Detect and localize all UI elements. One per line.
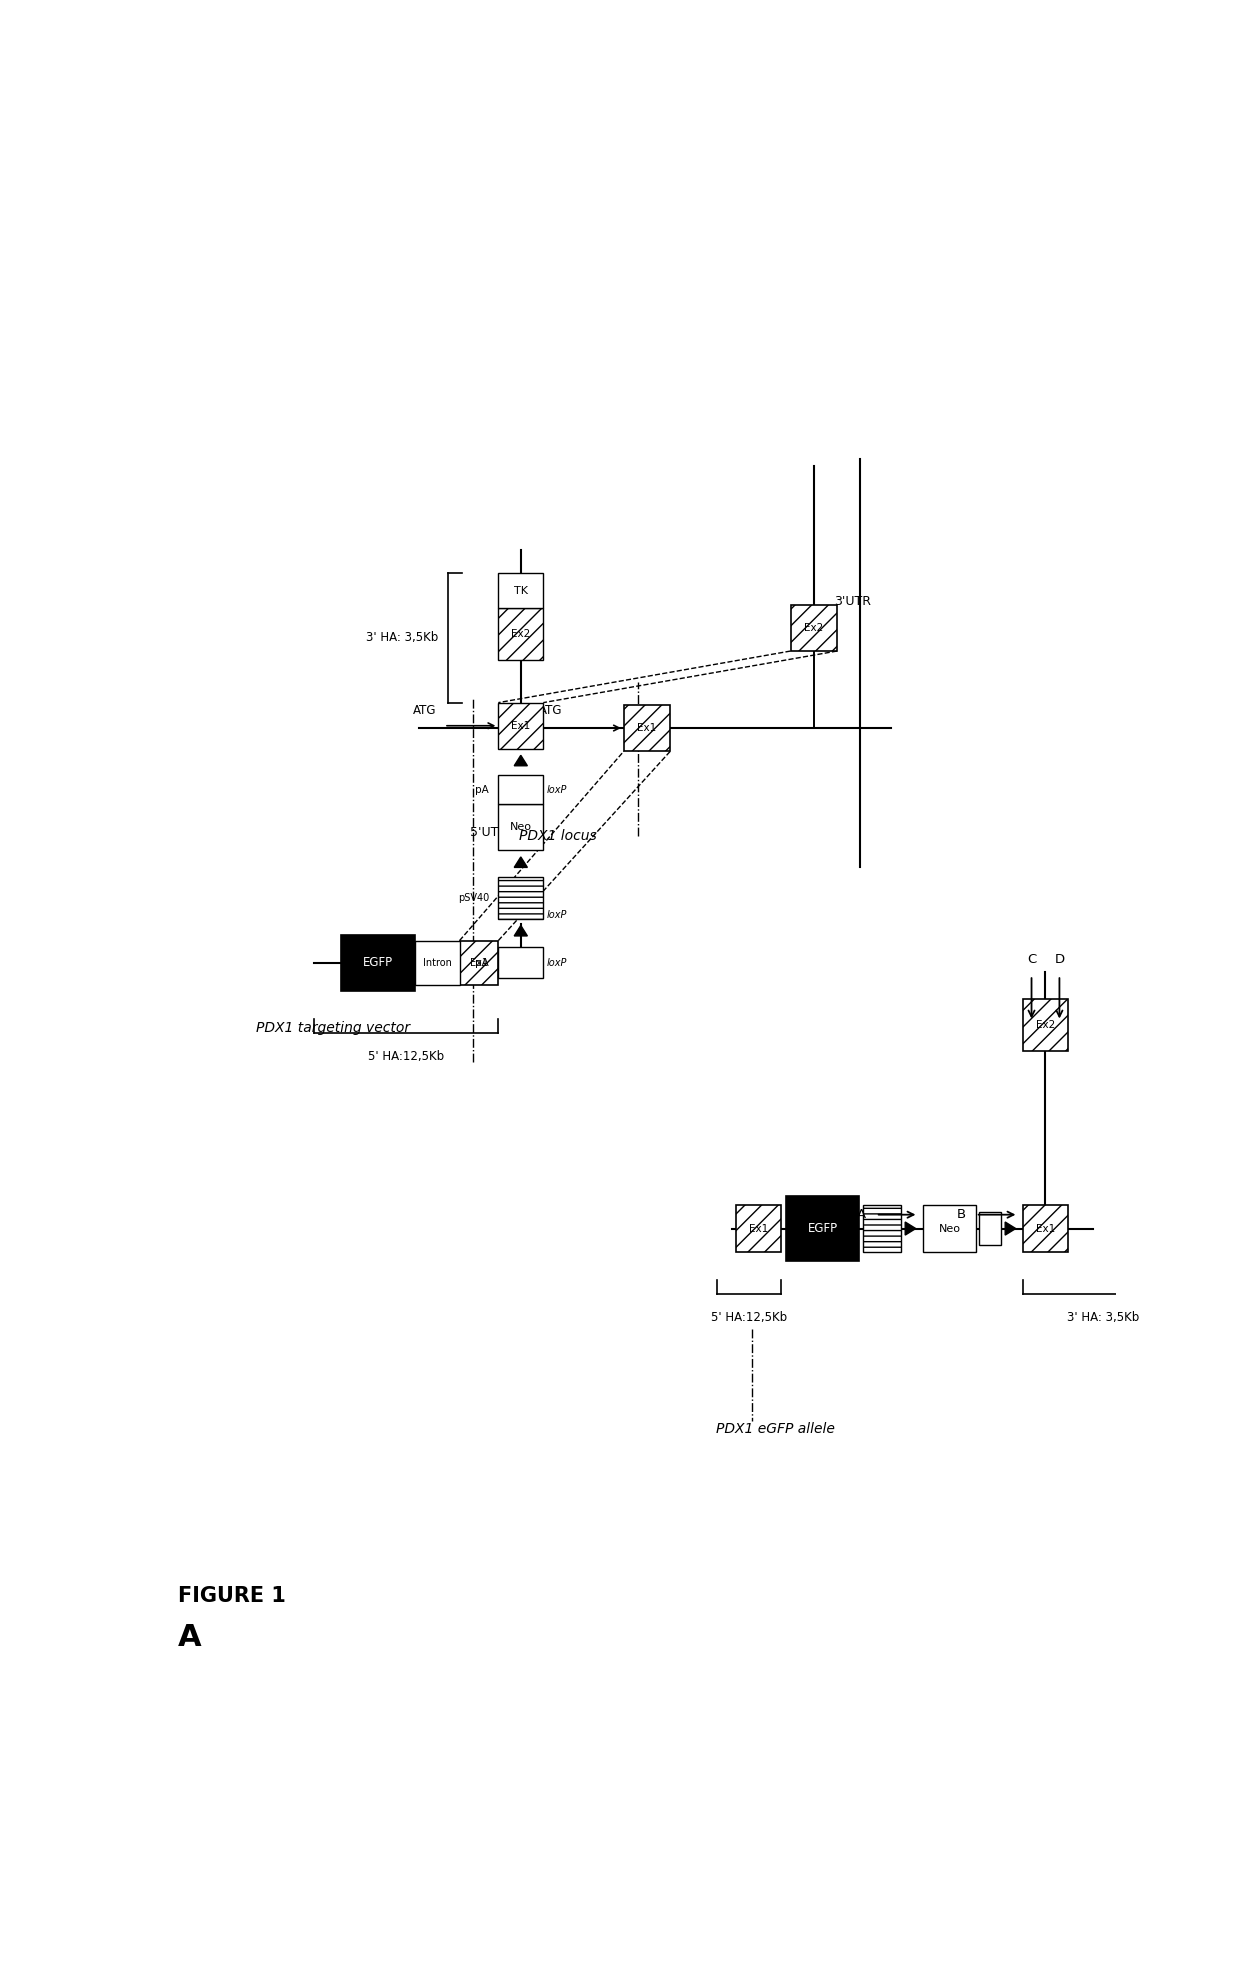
Text: Ex1: Ex1 — [511, 721, 531, 731]
Text: PDX1 targeting vector: PDX1 targeting vector — [257, 1021, 410, 1035]
Text: EGFP: EGFP — [363, 957, 393, 969]
Text: ATG: ATG — [413, 705, 436, 717]
Bar — [737, 1206, 781, 1251]
Bar — [923, 1206, 976, 1251]
Text: PDX1 locus: PDX1 locus — [520, 828, 596, 842]
Bar — [624, 705, 671, 751]
Text: A: A — [857, 1207, 866, 1221]
Bar — [498, 804, 543, 850]
Text: FIGURE 1: FIGURE 1 — [179, 1587, 286, 1607]
Text: Ex1: Ex1 — [749, 1223, 769, 1233]
Text: Ex2: Ex2 — [511, 630, 531, 639]
Bar — [341, 935, 414, 991]
Text: D: D — [1054, 953, 1064, 965]
Bar — [414, 941, 460, 985]
Text: Ex1: Ex1 — [1035, 1223, 1055, 1233]
Text: TK: TK — [513, 586, 528, 596]
Text: loxP: loxP — [547, 784, 568, 794]
Text: 3'UTR: 3'UTR — [835, 596, 870, 608]
Bar — [498, 608, 543, 659]
Text: Ex1: Ex1 — [470, 957, 489, 967]
Text: A: A — [179, 1623, 202, 1652]
Text: Ex2: Ex2 — [804, 624, 823, 634]
Bar — [460, 941, 498, 985]
Text: C: C — [1027, 953, 1037, 965]
Text: pSV40: pSV40 — [458, 894, 489, 904]
Text: 5' HA:12,5Kb: 5' HA:12,5Kb — [368, 1051, 444, 1063]
Text: EGFP: EGFP — [807, 1221, 838, 1235]
Polygon shape — [905, 1221, 915, 1235]
Text: PDX1 eGFP allele: PDX1 eGFP allele — [715, 1422, 835, 1436]
Text: 5'UTR: 5'UTR — [470, 826, 507, 838]
Bar — [498, 574, 543, 608]
Polygon shape — [515, 925, 527, 935]
Text: B: B — [956, 1207, 966, 1221]
Bar — [498, 876, 543, 920]
Text: 3' HA: 3,5Kb: 3' HA: 3,5Kb — [366, 632, 439, 643]
Polygon shape — [515, 755, 527, 767]
Polygon shape — [515, 856, 527, 868]
Text: 5' HA:12,5Kb: 5' HA:12,5Kb — [711, 1311, 787, 1325]
Text: pA: pA — [475, 957, 489, 967]
Bar — [791, 606, 837, 651]
Bar — [863, 1206, 900, 1251]
Text: loxP: loxP — [547, 957, 568, 967]
Bar — [978, 1211, 1001, 1245]
Bar — [498, 775, 543, 804]
Text: Intron: Intron — [423, 957, 451, 967]
Bar — [498, 947, 543, 979]
Text: ATG: ATG — [538, 705, 562, 717]
Text: Ex2: Ex2 — [1035, 1021, 1055, 1031]
Text: pA: pA — [475, 784, 489, 794]
Polygon shape — [1006, 1221, 1016, 1235]
Text: Neo: Neo — [939, 1223, 960, 1233]
Text: 3' HA: 3,5Kb: 3' HA: 3,5Kb — [1068, 1311, 1140, 1325]
Bar — [786, 1196, 859, 1261]
Text: loxP: loxP — [547, 910, 568, 920]
Bar — [1023, 1206, 1068, 1251]
Text: Ex1: Ex1 — [637, 723, 657, 733]
Bar — [1023, 999, 1068, 1051]
Text: Neo: Neo — [510, 822, 532, 832]
Bar — [498, 703, 543, 749]
